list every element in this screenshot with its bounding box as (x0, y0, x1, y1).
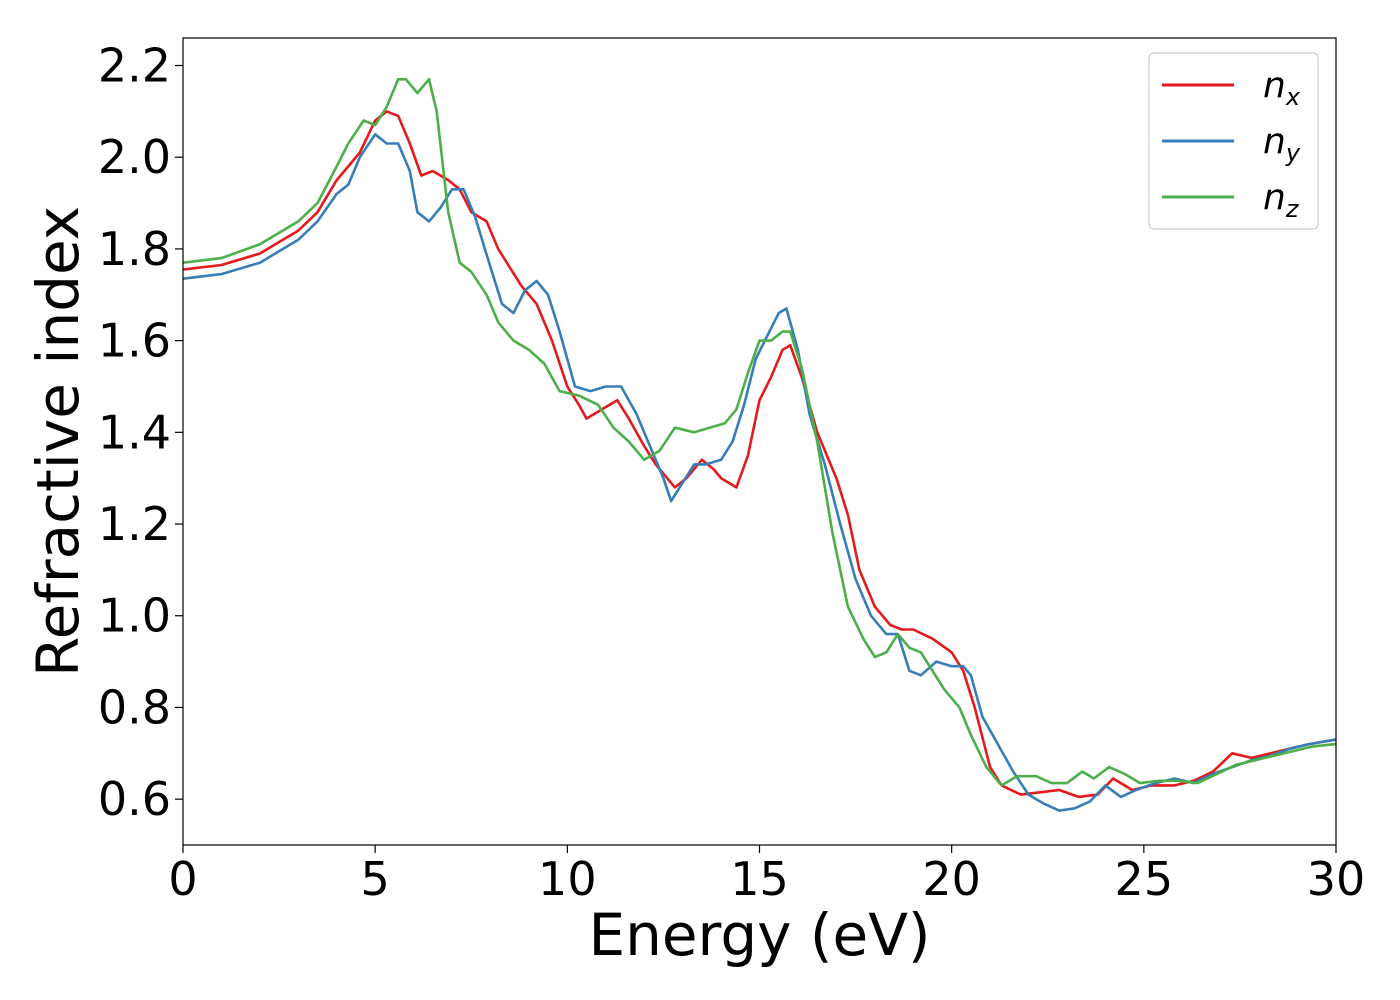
x-tick-label: 30 (1307, 852, 1366, 906)
series-line-n-y (183, 133, 1336, 812)
y-tick-label: 1.6 (98, 314, 171, 368)
legend-label-base: n (1263, 177, 1286, 218)
legend-label: ny (1263, 121, 1301, 167)
series-line-n-z (183, 78, 1336, 787)
x-tick-label: 5 (361, 852, 390, 906)
legend-label-base: n (1263, 65, 1286, 106)
legend-label-subscript: x (1285, 83, 1301, 111)
y-tick-label: 1.8 (98, 222, 171, 276)
x-tick-label: 25 (1115, 852, 1174, 906)
legend-label-subscript: y (1285, 139, 1301, 167)
legend-label-subscript: z (1285, 195, 1300, 223)
x-tick-label: 15 (730, 852, 789, 906)
legend-label: nz (1263, 177, 1300, 223)
y-tick-label: 2.2 (98, 39, 171, 93)
x-tick-label: 10 (538, 852, 597, 906)
y-axis-label: Refractive index (24, 206, 92, 677)
x-tick-label: 0 (168, 852, 197, 906)
legend-label: nx (1263, 65, 1301, 111)
legend-label-base: n (1263, 121, 1286, 162)
y-tick-label: 0.8 (98, 680, 171, 734)
y-tick-label: 0.6 (98, 772, 171, 826)
x-axis: 0 5 10 15 20 25 30 (168, 845, 1365, 906)
y-axis: 0.6 0.8 1.0 1.2 1.4 1.6 1.8 2.0 2.2 (98, 39, 183, 826)
x-axis-label: Energy (eV) (588, 901, 930, 969)
y-tick-label: 2.0 (98, 130, 171, 184)
y-tick-label: 1.0 (98, 589, 171, 643)
y-tick-label: 1.2 (98, 497, 171, 551)
y-tick-label: 1.4 (98, 405, 171, 459)
series-layer (183, 78, 1336, 812)
x-tick-label: 20 (922, 852, 981, 906)
